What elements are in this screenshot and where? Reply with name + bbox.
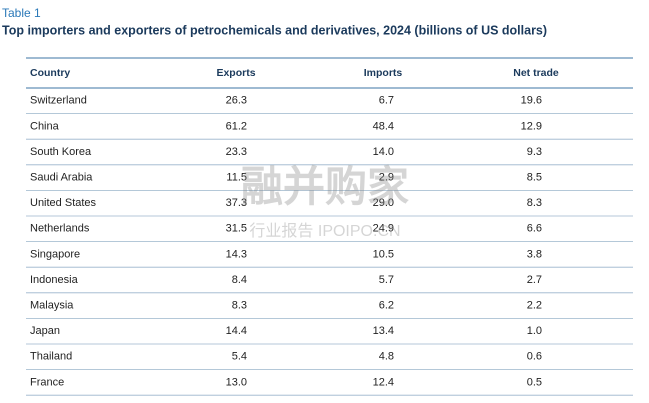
value-cell: 3.8 xyxy=(527,248,542,260)
value-cell: 6.7 xyxy=(379,95,394,107)
table-title: Top importers and exporters of petrochem… xyxy=(2,23,547,37)
value-cell: 0.6 xyxy=(527,351,542,363)
country-cell: China xyxy=(30,120,60,132)
value-cell: 5.7 xyxy=(379,274,394,286)
value-cell: 9.3 xyxy=(527,146,542,158)
country-cell: France xyxy=(30,376,64,388)
value-cell: 2.7 xyxy=(527,274,542,286)
value-cell: 5.4 xyxy=(232,351,247,363)
header-cell: Country xyxy=(30,67,70,79)
watermark: 融并购家 行业报告 IPOIPO.CN xyxy=(241,163,409,240)
header-cell: Net trade xyxy=(513,67,559,79)
country-cell: Malaysia xyxy=(30,300,74,312)
value-cell: 14.3 xyxy=(226,248,247,260)
header-cell: Imports xyxy=(364,67,403,79)
country-cell: Saudi Arabia xyxy=(30,172,93,184)
country-cell: South Korea xyxy=(30,146,92,158)
country-cell: Thailand xyxy=(30,351,72,363)
table-label: Table 1 xyxy=(2,6,41,20)
value-cell: 11.5 xyxy=(226,172,247,184)
country-cell: Switzerland xyxy=(30,95,87,107)
value-cell: 1.0 xyxy=(527,325,542,337)
country-cell: Netherlands xyxy=(30,223,90,235)
value-cell: 8.3 xyxy=(232,300,247,312)
value-cell: 6.6 xyxy=(527,223,542,235)
value-cell: 61.2 xyxy=(226,120,247,132)
value-cell: 24.9 xyxy=(373,223,394,235)
value-cell: 0.5 xyxy=(527,376,542,388)
value-cell: 8.3 xyxy=(527,197,542,209)
value-cell: 6.2 xyxy=(379,300,394,312)
value-cell: 13.0 xyxy=(226,376,247,388)
value-cell: 8.5 xyxy=(527,172,542,184)
value-cell: 31.5 xyxy=(226,223,247,235)
country-cell: Japan xyxy=(30,325,60,337)
value-cell: 12.9 xyxy=(521,120,542,132)
value-cell: 10.5 xyxy=(373,248,394,260)
value-cell: 14.0 xyxy=(373,146,394,158)
table: Country Exports Imports Net trade Switzerlan… xyxy=(26,67,633,396)
value-cell: 2.9 xyxy=(379,172,394,184)
watermark-sub: 行业报告 IPOIPO.CN xyxy=(249,222,400,240)
value-cell: 26.3 xyxy=(226,95,247,107)
country-cell: Indonesia xyxy=(30,274,79,286)
value-cell: 37.3 xyxy=(226,197,247,209)
watermark-main: 融并购家 xyxy=(241,163,409,210)
value-cell: 2.2 xyxy=(527,300,542,312)
value-cell: 4.8 xyxy=(379,351,394,363)
value-cell: 12.4 xyxy=(373,376,394,388)
value-cell: 48.4 xyxy=(373,120,394,132)
value-cell: 8.4 xyxy=(232,274,247,286)
value-cell: 19.6 xyxy=(521,95,542,107)
header-cell: Exports xyxy=(216,67,255,79)
value-cell: 14.4 xyxy=(226,325,247,337)
value-cell: 13.4 xyxy=(373,325,394,337)
country-cell: Singapore xyxy=(30,248,80,260)
value-cell: 23.3 xyxy=(226,146,247,158)
value-cell: 29.0 xyxy=(373,197,394,209)
country-cell: United States xyxy=(30,197,97,209)
